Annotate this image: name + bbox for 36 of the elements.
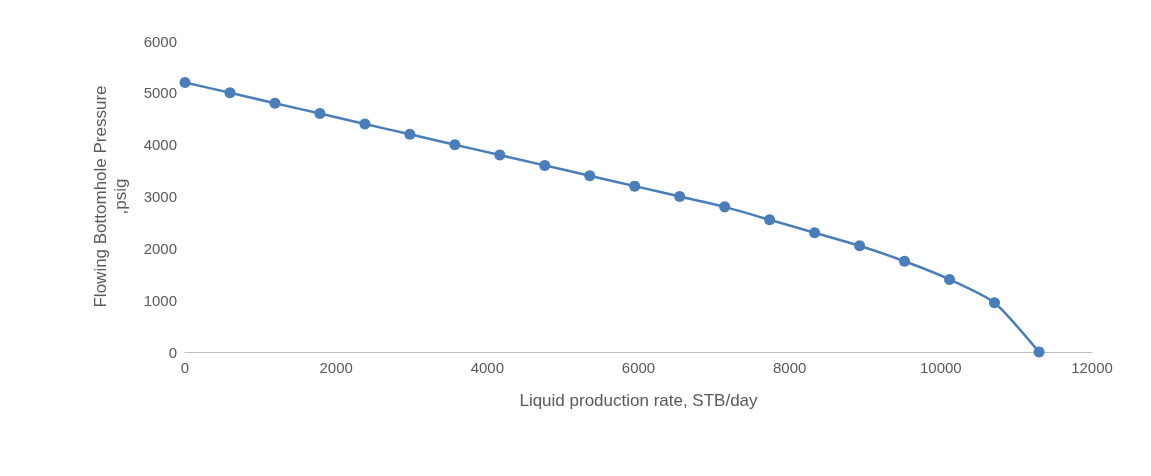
point [899, 255, 911, 267]
point [449, 139, 461, 151]
x-axis-title: Liquid production rate, STB/day [519, 390, 759, 410]
y-axis-title: Flowing Bottomhole Pressure ,psig [90, 85, 130, 308]
point [1033, 346, 1045, 358]
x-tick-label: 0 [180, 359, 190, 376]
point [224, 87, 236, 99]
point [584, 170, 596, 182]
y-tick-label: 6000 [143, 32, 177, 50]
point [359, 118, 371, 130]
point [809, 227, 821, 239]
point [989, 297, 1000, 309]
point [854, 240, 866, 252]
y-tick-label: 3000 [143, 188, 177, 205]
x-tick-label: 12000 [1071, 359, 1113, 376]
y-tick-label: 4000 [143, 136, 177, 154]
x-tick-label: 4000 [470, 359, 505, 376]
x-tick-label: 2000 [319, 359, 353, 376]
y-tick-label: 0 [168, 343, 177, 361]
point [179, 76, 191, 88]
y-tick-label: 1000 [143, 291, 177, 309]
point [764, 214, 776, 226]
point [674, 191, 686, 202]
point [944, 273, 956, 285]
y-tick-label: 2000 [143, 239, 177, 257]
x-tick-label: 8000 [772, 359, 807, 376]
point [404, 128, 416, 140]
y-tick-label: 5000 [143, 84, 177, 102]
point [719, 201, 731, 213]
point [494, 149, 506, 161]
point [314, 108, 326, 120]
point [269, 97, 281, 109]
point [539, 159, 551, 171]
point [629, 180, 641, 192]
x-tick-label: 6000 [621, 359, 656, 376]
x-tick-label: 10000 [919, 359, 962, 376]
